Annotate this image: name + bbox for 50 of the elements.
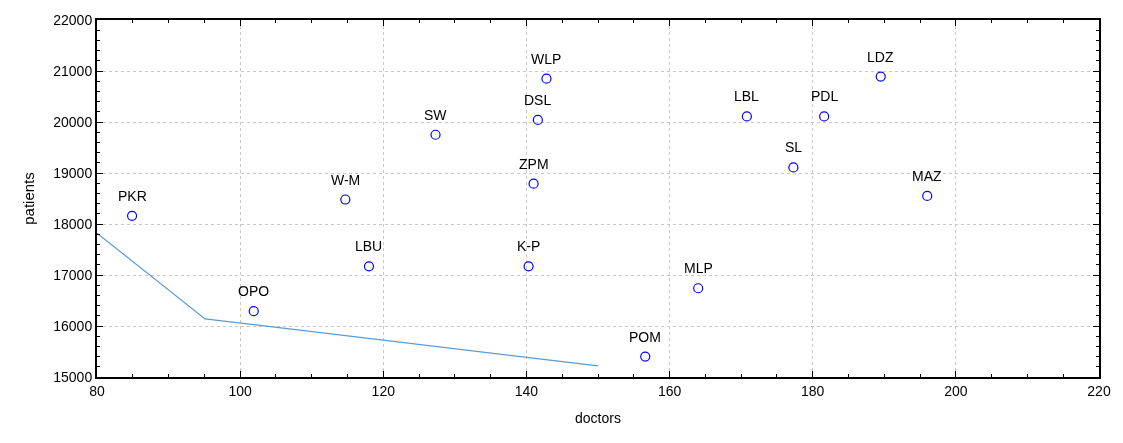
annotation: OPO xyxy=(238,283,270,299)
x-tick-label: 80 xyxy=(89,382,105,399)
annotation: SW xyxy=(424,107,448,123)
point xyxy=(541,73,552,84)
annotation: MLP xyxy=(684,260,713,276)
point xyxy=(788,162,799,173)
point xyxy=(363,261,375,272)
annotation: PKR xyxy=(118,188,147,204)
y-tick-label: 16000 xyxy=(53,317,93,334)
point xyxy=(340,194,351,205)
y-tick-label: 19000 xyxy=(53,164,93,181)
y-axis-title: patients xyxy=(20,172,38,225)
point xyxy=(532,114,543,126)
point xyxy=(819,111,830,122)
annotation: LBU xyxy=(355,238,383,254)
y-tick-label: 22000 xyxy=(53,11,93,28)
point xyxy=(693,283,704,294)
annotation: DSL xyxy=(524,92,552,108)
point xyxy=(922,190,933,202)
point xyxy=(126,210,138,221)
point xyxy=(523,261,534,272)
annotation: W-M xyxy=(331,172,361,188)
y-tick-label: 18000 xyxy=(53,215,93,232)
point xyxy=(741,111,752,122)
y-tick-label: 15000 xyxy=(53,368,93,385)
x-tick-label: 120 xyxy=(371,382,396,399)
x-tick-label: 160 xyxy=(657,382,682,399)
annotation: MAZ xyxy=(912,168,942,184)
x-tick-label: 220 xyxy=(1087,382,1111,399)
y-tick-label: 21000 xyxy=(53,62,93,79)
annotation: POM xyxy=(629,329,661,345)
annotation: LBL xyxy=(734,88,760,104)
point xyxy=(875,71,886,82)
x-tick-label: 140 xyxy=(514,382,539,399)
x-tick-label: 200 xyxy=(944,382,968,399)
annotation: SL xyxy=(785,139,803,155)
x-axis-title: doctors xyxy=(575,409,621,426)
annotation: K-P xyxy=(517,238,541,254)
point xyxy=(248,306,259,317)
x-tick-label: 100 xyxy=(228,382,253,399)
y-tick-label: 20000 xyxy=(53,113,93,130)
y-tick-label: 17000 xyxy=(53,266,93,283)
point xyxy=(528,178,539,189)
annotation: ZPM xyxy=(519,156,549,172)
x-tick-label: 180 xyxy=(801,382,825,399)
annotation: PDL xyxy=(811,88,839,104)
annotation: LDZ xyxy=(867,49,894,65)
annotation: WLP xyxy=(531,51,562,67)
point xyxy=(430,129,441,140)
point xyxy=(640,351,651,362)
